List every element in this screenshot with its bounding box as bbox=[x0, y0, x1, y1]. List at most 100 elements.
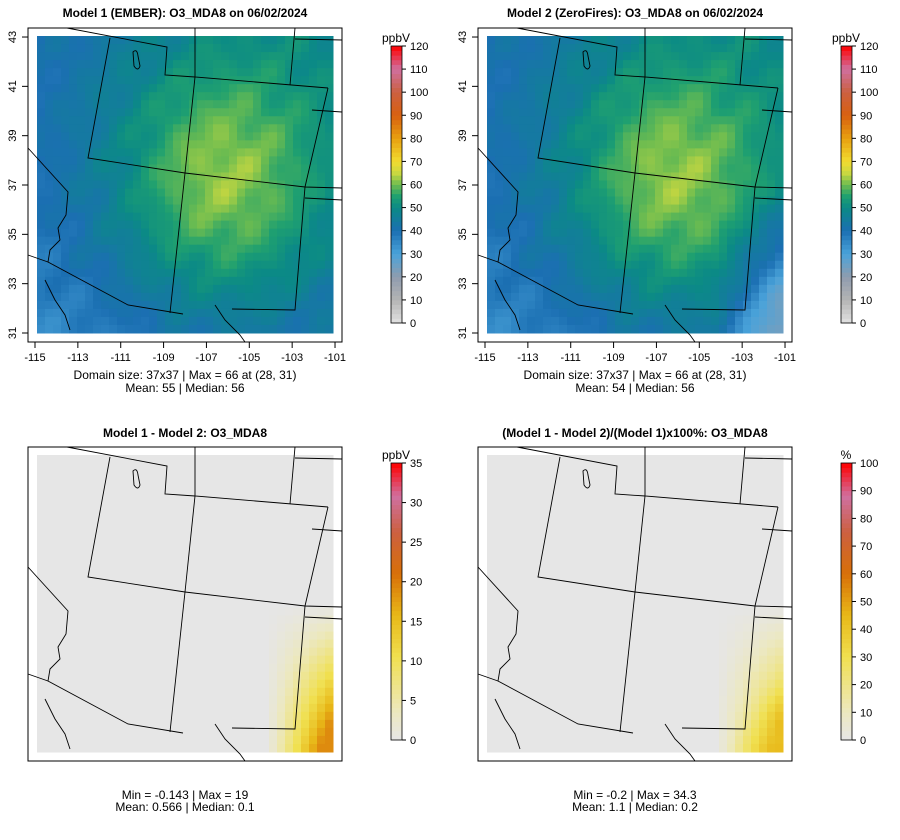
grid-cell bbox=[269, 308, 278, 318]
y-tick-label: 39 bbox=[7, 130, 19, 142]
grid-cell bbox=[173, 52, 182, 61]
grid-cell bbox=[285, 655, 294, 665]
grid-cell bbox=[157, 108, 166, 117]
grid-cell bbox=[671, 172, 680, 181]
grid-cell bbox=[551, 455, 560, 464]
grid-cell bbox=[61, 260, 70, 270]
grid-cell bbox=[647, 292, 656, 302]
grid-cell bbox=[229, 60, 238, 69]
grid-cell bbox=[269, 615, 278, 625]
grid-cell bbox=[37, 284, 46, 294]
grid-cell bbox=[775, 300, 784, 310]
grid-cell bbox=[695, 252, 704, 262]
grid-cell bbox=[269, 455, 278, 464]
grid-cell bbox=[117, 124, 126, 133]
grid-cell bbox=[125, 583, 134, 592]
grid-cell bbox=[503, 268, 512, 278]
grid-cell bbox=[93, 60, 102, 69]
grid-cell bbox=[213, 519, 222, 528]
grid-cell bbox=[261, 188, 270, 198]
grid-cell bbox=[639, 471, 648, 480]
grid-cell bbox=[751, 212, 760, 222]
grid-cell bbox=[301, 100, 310, 109]
grid-cell bbox=[743, 551, 752, 560]
boundary-line bbox=[66, 27, 196, 78]
grid-cell bbox=[751, 324, 760, 334]
grid-cell bbox=[695, 92, 704, 101]
grid-cell bbox=[631, 196, 640, 206]
grid-cell bbox=[487, 76, 496, 85]
grid-cell bbox=[237, 132, 246, 141]
grid-cell bbox=[567, 172, 576, 181]
grid-cell bbox=[45, 188, 54, 198]
grid-cell bbox=[317, 719, 326, 729]
grid-cell bbox=[245, 727, 254, 737]
grid-cell bbox=[551, 220, 560, 230]
colorbar-segment bbox=[391, 267, 402, 273]
grid-cell bbox=[325, 743, 334, 753]
colorbar-segment bbox=[391, 486, 402, 492]
grid-cell bbox=[495, 124, 504, 133]
grid-cell bbox=[261, 44, 270, 53]
grid-cell bbox=[655, 463, 664, 472]
grid-cell bbox=[567, 543, 576, 552]
grid-cell bbox=[711, 463, 720, 472]
grid-cell bbox=[607, 52, 616, 61]
grid-cell bbox=[727, 132, 736, 141]
grid-cell bbox=[109, 623, 118, 633]
grid-cell bbox=[197, 599, 206, 609]
grid-cell bbox=[245, 671, 254, 681]
grid-cell bbox=[567, 471, 576, 480]
grid-cell bbox=[567, 284, 576, 294]
grid-cell bbox=[189, 164, 198, 173]
grid-cell bbox=[543, 204, 552, 214]
colorbar-segment bbox=[391, 189, 402, 195]
grid-cell bbox=[237, 300, 246, 310]
grid-cell bbox=[189, 615, 198, 625]
grid-cell bbox=[711, 487, 720, 496]
grid-cell bbox=[583, 84, 592, 93]
grid-cell bbox=[703, 543, 712, 552]
grid-cell bbox=[511, 36, 520, 45]
grid-cell bbox=[237, 308, 246, 318]
grid-cell bbox=[293, 703, 302, 713]
grid-cell bbox=[45, 228, 54, 238]
grid-cell bbox=[189, 196, 198, 206]
grid-cell bbox=[487, 108, 496, 117]
grid-cell bbox=[293, 471, 302, 480]
grid-cell bbox=[45, 76, 54, 85]
grid-cell bbox=[511, 292, 520, 302]
grid-cell bbox=[301, 300, 310, 310]
grid-cell bbox=[623, 527, 632, 536]
grid-cell bbox=[53, 132, 62, 141]
colorbar-segment bbox=[841, 258, 852, 264]
colorbar-segment bbox=[391, 286, 402, 292]
grid-cell bbox=[647, 212, 656, 222]
grid-cell bbox=[559, 455, 568, 464]
grid-cell bbox=[53, 156, 62, 165]
colorbar-segment bbox=[841, 156, 852, 162]
grid-cell bbox=[285, 503, 294, 512]
grid-cell bbox=[591, 260, 600, 270]
grid-cell bbox=[655, 543, 664, 552]
grid-cell bbox=[77, 108, 86, 117]
grid-cell bbox=[631, 551, 640, 560]
x-tick-label: -109 bbox=[603, 352, 625, 364]
grid-cell bbox=[591, 479, 600, 488]
grid-cell bbox=[535, 511, 544, 520]
grid-cell bbox=[511, 527, 520, 536]
grid-cell bbox=[751, 236, 760, 246]
grid-cell bbox=[221, 44, 230, 53]
grid-cell bbox=[93, 188, 102, 198]
grid-cell bbox=[663, 100, 672, 109]
colorbar-segment bbox=[391, 463, 402, 469]
grid-cell bbox=[53, 543, 62, 552]
grid-cell bbox=[261, 583, 270, 592]
grid-cell bbox=[551, 84, 560, 93]
grid-cell bbox=[53, 607, 62, 617]
grid-cell bbox=[213, 52, 222, 61]
grid-cell bbox=[229, 735, 238, 745]
colorbar-segment bbox=[841, 166, 852, 172]
grid-cell bbox=[45, 300, 54, 310]
grid-cell bbox=[149, 140, 158, 149]
